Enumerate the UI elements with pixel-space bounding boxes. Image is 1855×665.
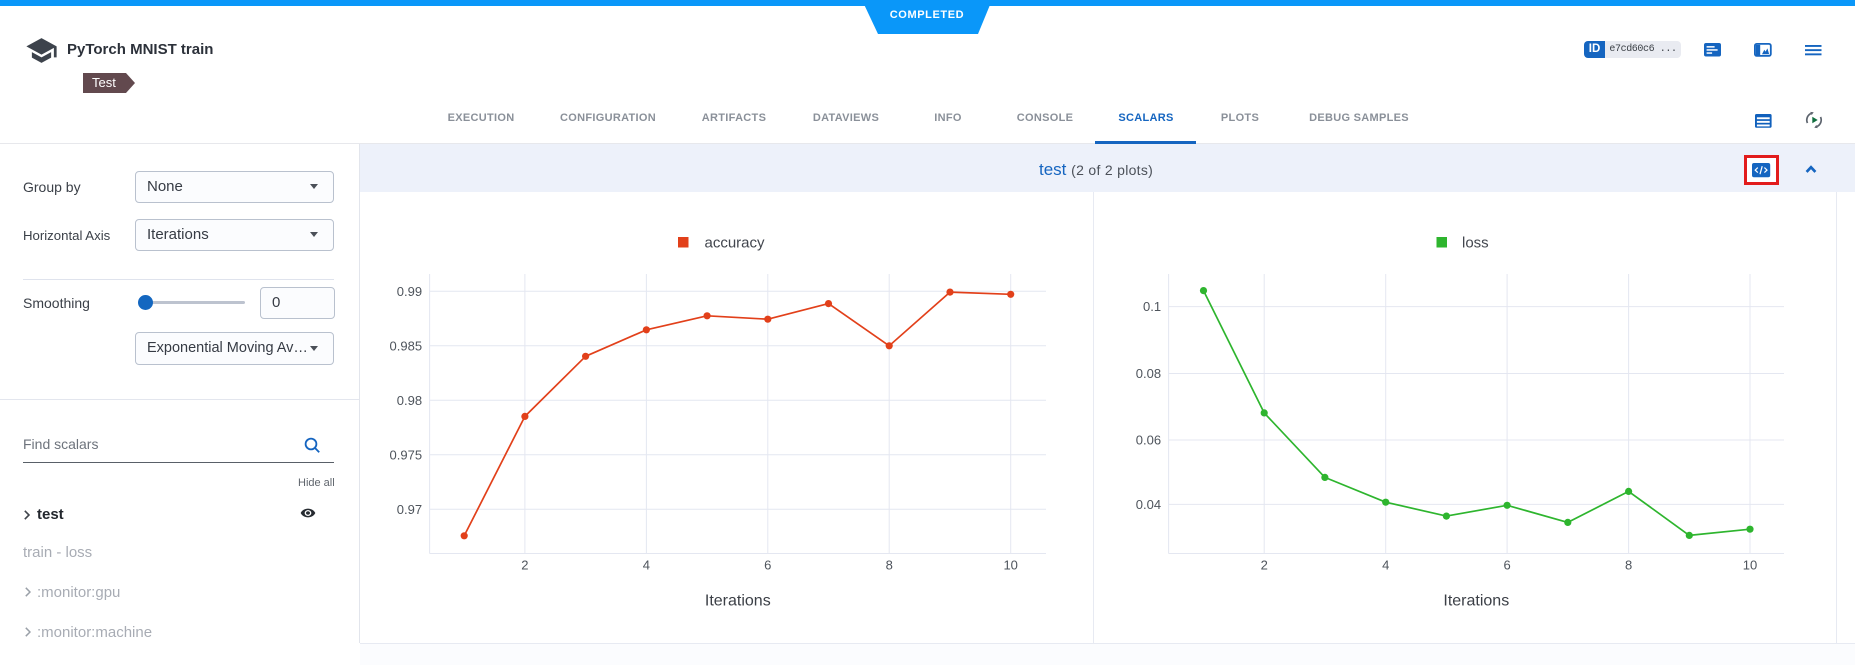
svg-text:Iterations: Iterations: [705, 593, 771, 610]
svg-text:8: 8: [886, 558, 893, 573]
svg-text:8: 8: [1625, 558, 1632, 573]
svg-text:10: 10: [1003, 558, 1017, 573]
svg-text:6: 6: [1503, 558, 1510, 573]
svg-text:0.97: 0.97: [397, 502, 422, 517]
svg-text:0.1: 0.1: [1143, 299, 1161, 314]
svg-text:0.06: 0.06: [1136, 433, 1161, 448]
svg-text:0.98: 0.98: [397, 393, 422, 408]
svg-text:2: 2: [521, 558, 528, 573]
svg-text:0.04: 0.04: [1136, 497, 1161, 512]
svg-text:4: 4: [643, 558, 650, 573]
svg-text:10: 10: [1743, 558, 1757, 573]
svg-text:accuracy: accuracy: [705, 235, 766, 252]
svg-text:2: 2: [1261, 558, 1268, 573]
svg-text:0.985: 0.985: [390, 338, 423, 353]
svg-text:4: 4: [1382, 558, 1389, 573]
svg-text:loss: loss: [1462, 235, 1489, 252]
svg-text:Iterations: Iterations: [1443, 593, 1509, 610]
svg-text:0.99: 0.99: [397, 284, 422, 299]
svg-text:0.975: 0.975: [390, 447, 423, 462]
svg-text:6: 6: [764, 558, 771, 573]
svg-text:0.08: 0.08: [1136, 366, 1161, 381]
